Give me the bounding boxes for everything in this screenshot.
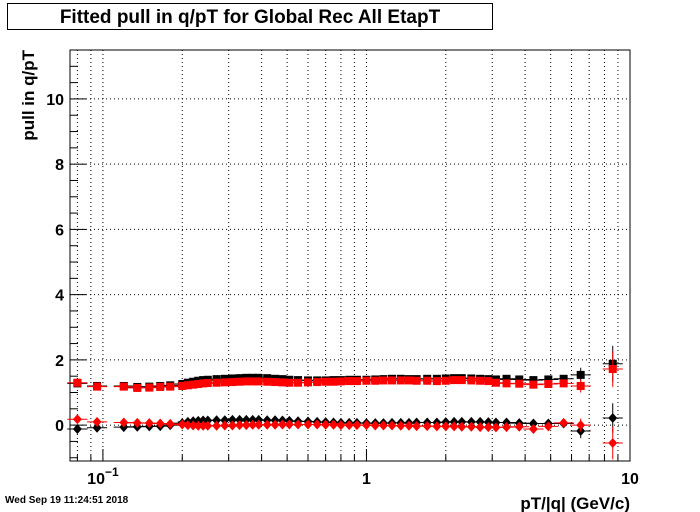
data-point [608,438,618,449]
x-tick-label: 10−1 [87,465,119,488]
data-point [412,421,422,432]
data-point [502,374,511,383]
data-point [183,381,192,390]
data-point [491,378,500,387]
data-point [502,379,511,388]
data-point [92,422,102,433]
y-tick-label: 4 [55,288,64,305]
data-point [514,421,524,432]
data-point [73,378,82,387]
data-point [559,374,568,383]
x-tick-label: 1 [362,471,371,488]
data-point [502,422,512,433]
data-point [544,380,553,389]
data-point [119,417,129,428]
data-point [412,376,421,385]
axis-labels: 0 2 4 6 8 10 10−1 1 10 pT/|q| (GeV/c) pull in q/pT [19,49,639,512]
data-point [484,377,493,386]
data-point [559,379,568,388]
data-point [178,381,187,390]
data-point [92,416,102,427]
data-point [608,412,618,423]
data-point [166,382,175,391]
data-point [491,422,501,433]
data-point [72,414,82,425]
y-tick-label: 8 [55,157,64,174]
grid-lines [70,50,630,461]
data-point [543,421,553,432]
data-point [529,380,538,389]
series-2 [67,351,623,393]
y-axis-label: pull in q/pT [19,49,38,140]
series-4 [67,414,623,460]
data-point [529,376,538,385]
data-point [576,381,585,390]
data-point [559,417,569,428]
data-point [515,375,524,384]
y-tick-label: 6 [55,222,64,239]
timestamp: Wed Sep 19 11:24:51 2018 [5,495,129,506]
x-axis-label: pT/|q| (GeV/c) [520,494,630,512]
data-point [177,419,187,430]
data-point [194,380,203,389]
data-point [189,380,198,389]
data-point [133,383,142,392]
data-series [67,345,623,460]
data-point [93,382,102,391]
data-point [72,424,82,435]
data-point [132,417,142,428]
data-point [528,424,538,435]
data-point [608,365,617,374]
chart-title: Fitted pull in q/pT for Global Rec All E… [59,7,441,28]
axis-ticks [70,49,631,461]
data-point [515,379,524,388]
y-tick-label: 0 [55,418,64,435]
x-tick-label: 10 [621,471,639,488]
data-point [441,376,450,385]
y-tick-label: 10 [46,92,64,109]
data-point [544,375,553,384]
data-point [119,382,128,391]
plot-frame [69,49,631,462]
data-point [145,383,154,392]
data-point [576,420,586,431]
y-tick-label: 2 [55,353,64,370]
data-point [528,418,538,429]
data-point [165,418,175,429]
data-point [144,418,154,429]
data-point [576,370,585,379]
title-box: Fitted pull in q/pT for Global Rec All E… [7,3,493,30]
